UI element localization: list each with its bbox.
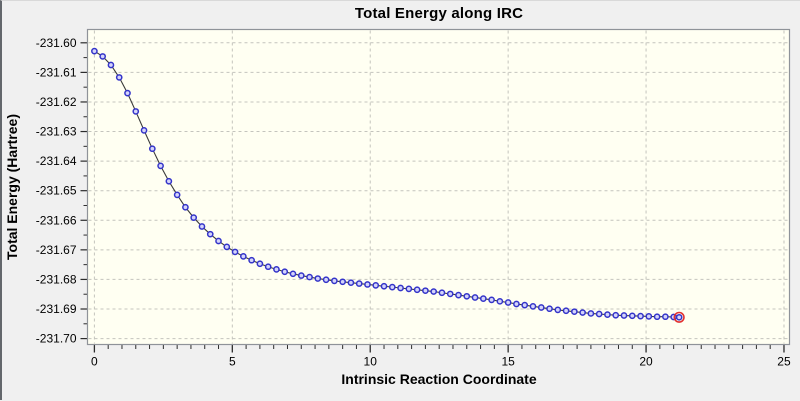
data-point-marker[interactable] xyxy=(637,312,644,320)
data-point-marker[interactable] xyxy=(675,313,683,321)
data-point-marker[interactable] xyxy=(273,266,280,273)
data-point-marker[interactable] xyxy=(306,273,313,281)
data-point-marker[interactable] xyxy=(289,270,297,278)
data-point-marker[interactable] xyxy=(521,301,529,309)
y-tick-label: -231.66 xyxy=(36,213,77,227)
data-point-marker[interactable] xyxy=(364,281,371,288)
data-point-marker[interactable] xyxy=(546,305,553,313)
data-point-marker[interactable] xyxy=(479,295,487,303)
data-point-marker[interactable] xyxy=(339,278,346,286)
y-tick-label: -231.65 xyxy=(36,184,77,198)
data-point-marker[interactable] xyxy=(91,47,98,55)
data-point-marker[interactable] xyxy=(157,162,164,170)
y-tick-label: -231.61 xyxy=(36,65,77,79)
data-point-marker[interactable] xyxy=(281,268,289,276)
data-point-marker[interactable] xyxy=(438,289,446,297)
data-point-marker[interactable] xyxy=(132,108,140,115)
y-tick-label: -231.60 xyxy=(36,36,77,50)
data-point-marker[interactable] xyxy=(488,296,495,304)
data-point-marker[interactable] xyxy=(190,214,198,221)
plot-area[interactable] xyxy=(87,29,790,345)
data-point-marker[interactable] xyxy=(413,286,421,294)
data-point-marker[interactable] xyxy=(165,177,173,185)
y-tick-label: -231.63 xyxy=(36,125,77,139)
x-tick-label: 15 xyxy=(501,355,515,369)
x-tick-label: 10 xyxy=(364,355,378,369)
data-point-marker[interactable] xyxy=(331,277,338,285)
y-tick-label: -231.64 xyxy=(36,154,77,168)
data-point-marker[interactable] xyxy=(570,308,578,316)
data-point-marker[interactable] xyxy=(604,311,611,318)
data-point-marker[interactable] xyxy=(463,292,471,300)
data-point-marker[interactable] xyxy=(182,203,189,211)
data-point-marker[interactable] xyxy=(347,279,355,287)
data-point-marker[interactable] xyxy=(264,263,272,271)
data-point-marker[interactable] xyxy=(322,276,330,284)
data-point-marker[interactable] xyxy=(355,280,363,287)
data-point-marker[interactable] xyxy=(314,275,322,282)
data-point-marker[interactable] xyxy=(380,282,388,290)
data-point-marker[interactable] xyxy=(297,272,305,279)
data-point-marker[interactable] xyxy=(496,297,504,305)
x-tick-label: 20 xyxy=(639,355,653,369)
data-point-marker[interactable] xyxy=(248,256,255,264)
data-point-marker[interactable] xyxy=(554,306,562,314)
data-point-marker[interactable] xyxy=(206,230,214,238)
x-tick-label: 5 xyxy=(229,355,236,369)
data-point-marker[interactable] xyxy=(562,307,570,315)
data-point-marker[interactable] xyxy=(148,145,156,153)
data-point-marker[interactable] xyxy=(662,313,669,321)
data-point-marker[interactable] xyxy=(579,309,586,316)
chart-title: Total Energy along IRC xyxy=(354,5,524,22)
data-point-marker[interactable] xyxy=(256,260,264,268)
data-point-marker[interactable] xyxy=(612,311,620,319)
data-point-marker[interactable] xyxy=(587,310,595,317)
data-point-marker[interactable] xyxy=(231,248,239,256)
plot-border xyxy=(86,28,791,346)
x-tick-label: 25 xyxy=(777,355,791,369)
data-point-marker[interactable] xyxy=(595,310,603,318)
data-point-marker[interactable] xyxy=(107,61,115,69)
data-point-marker[interactable] xyxy=(372,281,380,289)
data-point-marker[interactable] xyxy=(397,284,404,292)
data-point-marker[interactable] xyxy=(422,287,429,295)
data-point-marker[interactable] xyxy=(529,302,537,310)
data-point-marker[interactable] xyxy=(99,53,107,60)
data-point-marker[interactable] xyxy=(513,300,520,308)
data-point-marker[interactable] xyxy=(223,243,231,251)
data-point-marker[interactable] xyxy=(239,253,247,260)
data-point-marker[interactable] xyxy=(388,283,396,291)
data-point-marker[interactable] xyxy=(124,89,131,97)
x-tick-label: 0 xyxy=(91,355,98,369)
data-point-marker[interactable] xyxy=(115,74,123,81)
data-point-marker[interactable] xyxy=(215,237,222,245)
data-point-marker[interactable] xyxy=(405,285,413,293)
data-point-marker[interactable] xyxy=(140,127,148,134)
data-point-marker[interactable] xyxy=(628,312,636,320)
data-point-marker[interactable] xyxy=(537,304,545,311)
data-point-marker[interactable] xyxy=(471,294,479,301)
y-tick-label: -231.67 xyxy=(36,243,77,257)
y-tick-label: -231.70 xyxy=(36,332,77,346)
y-tick-label: -231.68 xyxy=(36,272,77,286)
data-point-marker[interactable] xyxy=(620,312,628,319)
y-tick-label: -231.62 xyxy=(36,95,77,109)
data-point-marker[interactable] xyxy=(173,191,181,199)
x-axis-title: Intrinsic Reaction Coordinate xyxy=(341,371,537,387)
data-point-marker[interactable] xyxy=(504,299,512,306)
y-tick-label: -231.69 xyxy=(36,302,77,316)
data-point-marker[interactable] xyxy=(198,223,206,230)
data-point-marker[interactable] xyxy=(446,290,454,298)
data-point-marker[interactable] xyxy=(645,313,653,320)
data-point-marker[interactable] xyxy=(455,291,462,299)
highlighted-point-ring[interactable] xyxy=(673,311,685,323)
data-point-marker[interactable] xyxy=(430,288,438,295)
data-point-marker[interactable] xyxy=(653,313,661,321)
